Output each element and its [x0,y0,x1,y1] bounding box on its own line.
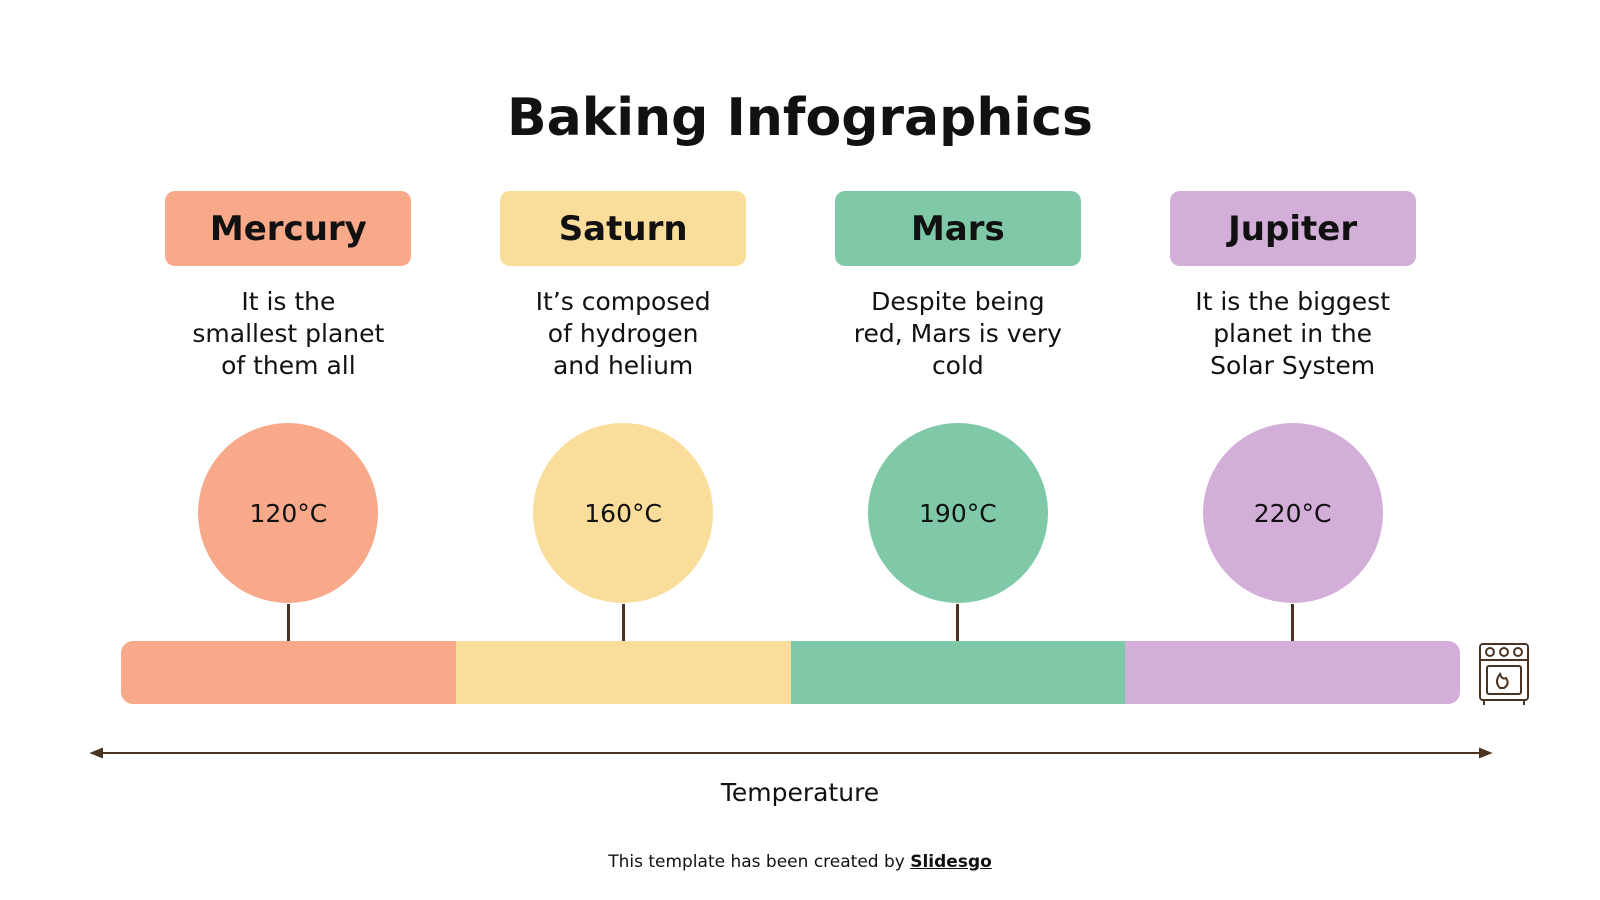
timeline-segment [1125,641,1460,704]
footer-text: This template has been created by [608,852,905,872]
item-name: Mars [834,191,1081,266]
title: Baking Infographics [507,88,1093,148]
item-name: Saturn [500,191,747,266]
oven-icon [1479,643,1529,705]
timeline-segment [121,641,456,704]
description-line: Despite being [871,287,1045,316]
description-line: It is the biggest [1195,287,1391,316]
description-line: of them all [221,351,356,380]
axis-arrow [89,747,1493,759]
temperature-circle: 190°C [867,423,1048,603]
description-line: and helium [552,351,694,380]
axis-label: Temperature [720,778,880,807]
connector [1291,604,1295,641]
item-name: Mercury [165,191,412,266]
description-line: red, Mars is very [853,319,1062,348]
temperature-circle: 160°C [533,423,714,603]
temperature-circle: 120°C [198,423,379,603]
description-line: It’s composed [535,287,711,316]
description-line: Solar System [1210,351,1376,380]
description-line: smallest planet [192,319,385,348]
connector [621,604,625,641]
description-line: It is the [241,287,336,316]
timeline-segment [455,641,791,704]
item-description: It is the smallest planet of them all [158,286,418,382]
connector [956,604,960,641]
item-name: Jupiter [1169,191,1416,266]
connector [286,604,290,641]
timeline-segment [790,641,1126,704]
temperature-circle: 220°C [1202,423,1383,603]
item-description: It’s composed of hydrogen and helium [493,286,753,382]
item-description: Despite being red, Mars is very cold [828,286,1088,382]
footer: This template has been created by Slides… [0,852,1600,872]
description-line: of hydrogen [547,319,699,348]
description-line: cold [931,351,984,380]
footer-link[interactable]: Slidesgo [910,852,992,872]
description-line: planet in the [1213,319,1373,348]
item-description: It is the biggest planet in the Solar Syst… [1163,286,1423,382]
